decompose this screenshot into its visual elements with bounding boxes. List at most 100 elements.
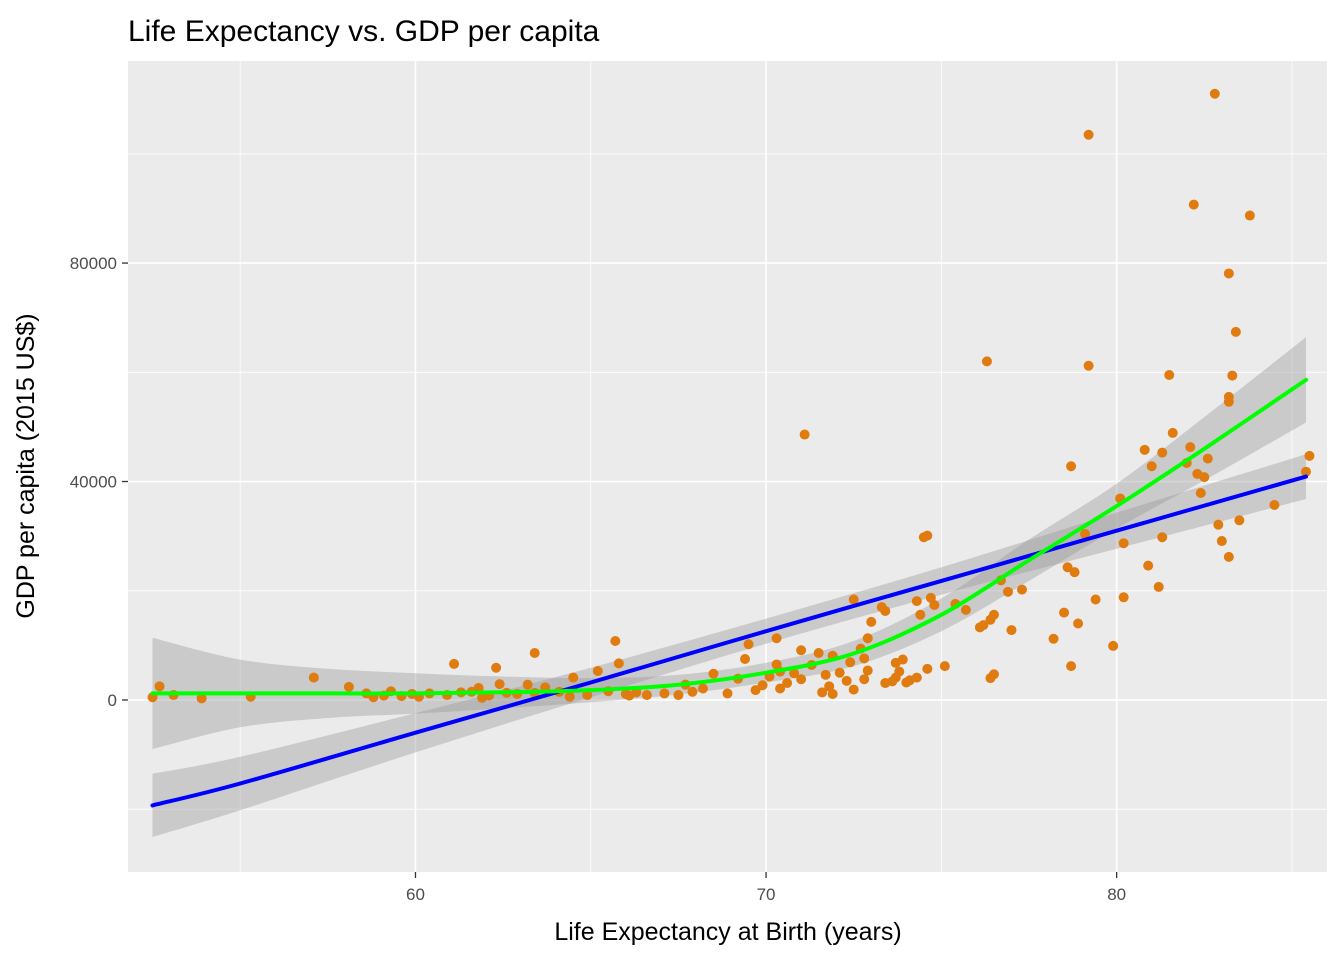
data-point [1213, 519, 1224, 530]
data-point [592, 666, 603, 677]
data-point [1062, 562, 1073, 573]
data-point [859, 674, 870, 685]
data-point [911, 672, 922, 683]
data-point [1080, 528, 1091, 539]
data-point [1157, 447, 1168, 458]
data-point [1185, 442, 1196, 453]
data-point [1230, 326, 1241, 337]
data-point [841, 675, 852, 686]
data-point [641, 690, 652, 701]
data-point [1202, 453, 1213, 464]
data-point [911, 596, 922, 607]
data-point [796, 674, 807, 685]
major-gridlines [128, 61, 1327, 872]
axes: 60 70 80 0 40000 80000 [70, 254, 1126, 904]
linear-fit-line [150, 474, 1308, 808]
smooth-fit-line [150, 377, 1308, 696]
data-point [1223, 268, 1234, 279]
data-point [813, 648, 824, 659]
x-axis-title: Life Expectancy at Birth (years) [554, 918, 901, 946]
data-point [1143, 560, 1154, 571]
data-point [848, 594, 859, 605]
x-tick-label: 70 [757, 885, 776, 904]
data-point [981, 356, 992, 367]
data-point [1199, 472, 1210, 483]
data-point [568, 672, 579, 683]
data-point [1157, 532, 1168, 543]
data-point [1073, 618, 1084, 629]
y-tick-label: 40000 [70, 473, 117, 492]
data-point [757, 680, 768, 691]
data-point [750, 685, 761, 696]
data-point [308, 672, 319, 683]
data-point [743, 639, 754, 650]
data-point [866, 616, 877, 627]
data-point [1118, 592, 1129, 603]
data-point [834, 667, 845, 678]
data-point [988, 669, 999, 680]
data-point [613, 658, 624, 669]
data-point [473, 682, 484, 693]
x-tick-label: 60 [406, 885, 425, 904]
data-point [1069, 567, 1080, 578]
y-tick-label: 80000 [70, 254, 117, 273]
data-point [939, 661, 950, 672]
linear-fit-band [152, 454, 1306, 837]
data-point [1164, 370, 1175, 381]
data-point [862, 633, 873, 644]
data-point [1108, 640, 1119, 651]
data-point [1118, 538, 1129, 549]
data-point [824, 681, 835, 692]
data-point [915, 609, 926, 620]
data-point [1304, 450, 1315, 461]
data-point [960, 604, 971, 615]
data-point [1059, 607, 1070, 618]
data-point [894, 666, 905, 677]
data-point [848, 684, 859, 695]
data-point [789, 668, 800, 679]
data-point [922, 663, 933, 674]
data-point [862, 665, 873, 676]
data-point [529, 648, 540, 659]
data-point [697, 683, 708, 694]
data-point [1083, 360, 1094, 371]
data-point [1269, 500, 1280, 511]
data-point [796, 645, 807, 656]
data-point [1234, 515, 1245, 526]
data-point [1016, 584, 1027, 595]
data-point [1083, 129, 1094, 140]
data-point [1244, 210, 1255, 221]
data-point [708, 668, 719, 679]
data-point [820, 669, 831, 680]
data-point [154, 681, 165, 692]
data-point [880, 605, 891, 616]
data-point [1188, 199, 1199, 210]
data-point [988, 609, 999, 620]
data-point [1223, 551, 1234, 562]
data-point [922, 530, 933, 541]
chart-title: Life Expectancy vs. GDP per capita [128, 15, 600, 48]
data-point [1223, 391, 1234, 402]
data-point [1146, 461, 1157, 472]
minor-gridlines [128, 61, 1327, 872]
data-point [491, 662, 502, 673]
data-point [673, 690, 684, 701]
y-tick-label: 0 [108, 691, 117, 710]
data-point [817, 687, 828, 698]
data-point [494, 679, 505, 690]
data-point [1066, 661, 1077, 672]
data-point [582, 690, 593, 701]
data-point [449, 658, 460, 669]
data-point [1167, 427, 1178, 438]
data-point [827, 688, 838, 699]
data-point [1153, 581, 1164, 592]
data-point [1300, 466, 1311, 477]
data-point [1227, 370, 1238, 381]
y-axis-title: GDP per capita (2015 US$) [12, 313, 40, 618]
data-point [564, 691, 575, 702]
data-point [610, 635, 621, 646]
data-point [659, 688, 670, 699]
data-point [1195, 487, 1206, 498]
data-point [897, 654, 908, 665]
